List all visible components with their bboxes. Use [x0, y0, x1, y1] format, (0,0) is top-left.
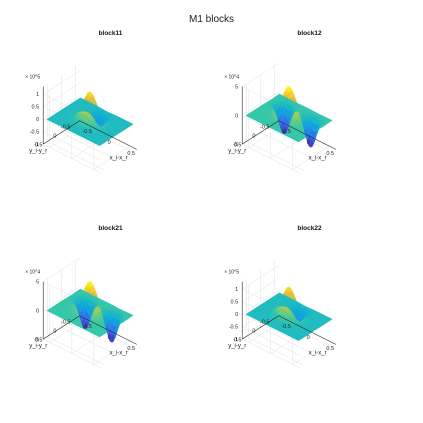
surface [46, 91, 134, 146]
surface [245, 85, 333, 148]
floor-gridline [246, 336, 304, 366]
panel-title: block12 [297, 30, 322, 37]
panel-block12: block12 -5 0 5 × 10^4 0.5 0 -0.5 -0.5 0 0.5 y_i-y_… [207, 30, 412, 220]
z-tick-label: -0.5 [30, 130, 39, 136]
z-tick-label: 0.5 [231, 300, 239, 306]
z-tick-label: 1 [235, 287, 238, 293]
surface-plot: -505× 10^40.50-0.5-0.500.5y_i-y_rx_i-x_r [224, 63, 336, 173]
panel-title: block21 [98, 225, 123, 232]
y-axis-label: y_i-y_r [228, 344, 246, 350]
axes [241, 86, 336, 150]
x-tick-label: 0 [307, 335, 310, 341]
surface-plot: -1-0.500.51× 10^50.50-0.5-0.500.5y_i-y_r… [25, 65, 137, 173]
y-tick-label: 0.5 [35, 142, 43, 148]
x-axis-line [278, 120, 336, 150]
y-tick-label: 0 [53, 328, 56, 334]
x-tick-label: -0.5 [281, 324, 290, 330]
x-tick-label: 0.5 [326, 346, 334, 352]
x-axis-label: x_i-x_r [110, 350, 128, 356]
z-tick-label: -5 [34, 337, 39, 343]
x-tick-label: -0.5 [82, 324, 91, 330]
z-tick-label: -0.5 [229, 325, 238, 331]
y-tick-label: 0 [252, 133, 255, 139]
surface [46, 280, 134, 343]
z-tick-label: 5 [36, 280, 39, 286]
y-tick-label: -0.5 [61, 319, 70, 325]
y-tick-label: -0.5 [61, 124, 70, 130]
z-tick-label: 5 [235, 85, 238, 91]
floor-gridline [47, 141, 105, 171]
y-axis-label: y_i-y_r [29, 149, 47, 155]
y-tick-label: 0.5 [234, 142, 242, 148]
surface-patch [328, 119, 333, 122]
panel-title: block11 [98, 30, 123, 37]
z-tick-label: 1 [36, 92, 39, 98]
z-exponent-label: × 10^5 [25, 75, 40, 81]
floor-gridline [292, 145, 330, 170]
z-tick-label: 0 [235, 113, 238, 119]
y-axis-label: y_i-y_r [228, 149, 246, 155]
floor-gridline [47, 336, 105, 366]
floor-gridline [292, 340, 330, 365]
y-tick-label: 0 [252, 328, 255, 334]
z-tick-label: 0 [36, 308, 39, 314]
y-axis-line [43, 315, 80, 340]
z-tick-label: -1 [34, 142, 39, 148]
axes [42, 86, 137, 150]
figure-title: M1 blocks [188, 14, 234, 25]
x-axis-label: x_i-x_r [110, 155, 128, 161]
axes [42, 281, 137, 345]
y-axis-label: y_i-y_r [29, 344, 47, 350]
surface-patch [129, 122, 134, 126]
y-tick-label: -0.5 [260, 319, 269, 325]
x-axis-line [278, 315, 336, 345]
x-axis-label: x_i-x_r [309, 155, 327, 161]
x-tick-label: -0.5 [281, 129, 290, 135]
x-tick-label: 0 [108, 140, 111, 146]
surface [245, 286, 333, 341]
floor-gridline [93, 340, 131, 365]
y-tick-label: 0.5 [35, 337, 43, 343]
x-tick-label: 0.5 [326, 151, 334, 157]
x-tick-label: 0 [307, 140, 310, 146]
z-tick-label: 0 [36, 117, 39, 123]
z-tick-label: -5 [233, 142, 238, 148]
x-tick-label: 0 [108, 335, 111, 341]
x-tick-label: 0.5 [127, 346, 135, 352]
x-tick-label: 0.5 [127, 151, 135, 157]
x-axis-line [79, 315, 137, 345]
y-axis-line [242, 315, 279, 340]
z-exponent-label: × 10^4 [25, 270, 40, 276]
x-axis-line [79, 120, 137, 150]
surface-plot: -1-0.500.51× 10^50.50-0.5-0.500.5y_i-y_r… [224, 260, 336, 368]
y-axis-line [43, 120, 80, 145]
panel-block11: block11 -1 -0.5 0 0.5 1 × 10^5 0.5 0 -0.5 -0.5 0 0.… [8, 30, 213, 220]
panel-block21: block21 -5 0 5 × 10^4 0.5 0 -0.5 -0.5 0 0.5 y_i-y_… [8, 225, 213, 415]
surface-patch [129, 314, 134, 317]
floor-gridline [93, 145, 131, 170]
z-tick-label: 0 [235, 312, 238, 318]
y-tick-label: 0.5 [234, 337, 242, 343]
y-axis-line [242, 120, 279, 145]
z-exponent-label: × 10^5 [224, 270, 239, 276]
y-tick-label: -0.5 [260, 124, 269, 130]
x-tick-label: -0.5 [82, 129, 91, 135]
y-tick-label: 0 [53, 133, 56, 139]
surface-plot: -505× 10^40.50-0.5-0.500.5y_i-y_rx_i-x_r [25, 258, 137, 368]
floor-gridline [246, 141, 304, 171]
z-tick-label: -1 [233, 337, 238, 343]
z-exponent-label: × 10^4 [224, 75, 239, 81]
panel-block22: block22 -1 -0.5 0 0.5 1 × 10^5 0.5 0 -0.5 -0.5 0 0.… [207, 225, 412, 415]
surface-patch [328, 317, 333, 321]
z-tick-label: 0.5 [32, 105, 40, 111]
axes [241, 281, 336, 345]
x-axis-label: x_i-x_r [309, 350, 327, 356]
panel-title: block22 [297, 225, 322, 232]
